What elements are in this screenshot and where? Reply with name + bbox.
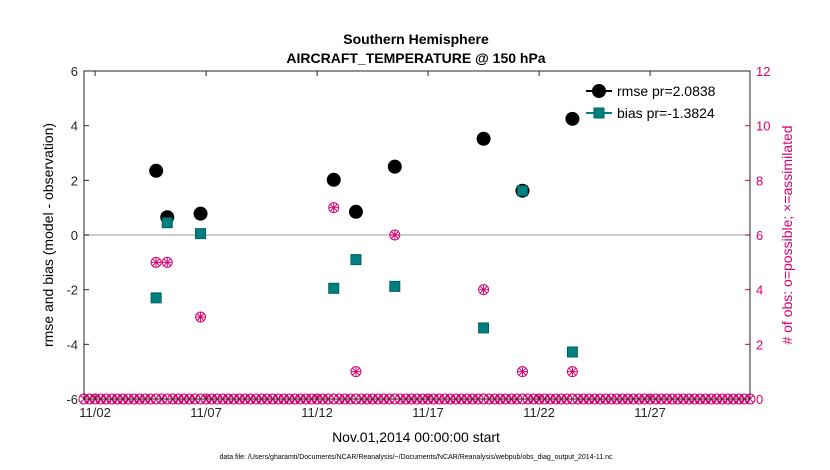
y-tick-label: -2 bbox=[66, 283, 78, 298]
rmse-point bbox=[149, 163, 164, 178]
y-tick-label: 4 bbox=[71, 119, 78, 134]
obs-possible-marker bbox=[150, 256, 162, 268]
legend-box bbox=[583, 78, 745, 126]
y-tick-label: 0 bbox=[71, 228, 78, 243]
obs-possible-marker bbox=[389, 229, 401, 241]
y2-tick-label: 12 bbox=[756, 64, 770, 79]
plot-frame bbox=[83, 70, 751, 400]
bias-point bbox=[150, 292, 162, 304]
rmse-point bbox=[348, 204, 363, 219]
obs-possible-marker bbox=[516, 366, 528, 378]
rmse-point bbox=[476, 131, 491, 146]
chart-subtitle: AIRCRAFT_TEMPERATURE @ 150 hPa bbox=[286, 50, 545, 66]
y-tick-label: -4 bbox=[66, 337, 78, 352]
data-file-footnote: data file: /Users/gharamti/Documents/NCA… bbox=[219, 454, 613, 461]
x-tick-label: 11/12 bbox=[301, 405, 333, 420]
bias-point bbox=[161, 217, 173, 229]
obs-possible-marker bbox=[350, 366, 362, 378]
y-axis-label: rmse and bias (model - observation) bbox=[40, 123, 56, 347]
legend-rmse-marker bbox=[592, 84, 606, 98]
chart-title: Southern Hemisphere bbox=[343, 31, 489, 47]
obs-assimilated-marker bbox=[517, 367, 527, 377]
legend-bias-label: bias pr=-1.3824 bbox=[617, 105, 715, 121]
legend-rmse-label: rmse pr=2.0838 bbox=[617, 83, 716, 99]
obs-possible-marker bbox=[161, 256, 173, 268]
y2-axis-label: # of obs: o=possible; ×=assimilated bbox=[779, 125, 795, 344]
axes-layer: 11/02 11/07 11/12 11/17 11/22 11/27 -6 -4 -2 0 2 4 6… bbox=[66, 64, 770, 420]
bias-point bbox=[566, 346, 578, 358]
x-tick-label: 11/07 bbox=[190, 405, 222, 420]
legend-bias-marker bbox=[593, 107, 605, 119]
x-tick-label: 11/22 bbox=[523, 405, 555, 420]
obs-assimilated-marker bbox=[162, 257, 172, 267]
y-tick-label: 6 bbox=[71, 64, 78, 79]
y2-tick-label: 8 bbox=[756, 173, 763, 188]
obs-assimilated-marker bbox=[567, 367, 577, 377]
obs-assimilated-marker bbox=[390, 230, 400, 240]
y2-tick-label: 2 bbox=[756, 337, 763, 352]
y2-tick-label: 6 bbox=[756, 228, 763, 243]
x-tick-label: 11/02 bbox=[79, 405, 111, 420]
y-tick-label: -6 bbox=[66, 392, 78, 407]
y2-tick-label: 4 bbox=[756, 283, 763, 298]
x-tick-label: 11/17 bbox=[412, 405, 444, 420]
legend: rmse pr=2.0838 bias pr=-1.3824 bbox=[583, 78, 745, 126]
obs-possible-marker bbox=[478, 284, 490, 296]
y2-tick-label: 0 bbox=[756, 392, 763, 407]
obs-possible-marker bbox=[328, 202, 340, 214]
obs-assimilated-marker bbox=[329, 203, 339, 213]
bias-point bbox=[195, 228, 207, 240]
bias-point bbox=[478, 322, 490, 334]
y2-tick-label: 10 bbox=[756, 119, 770, 134]
x-axis-label: Nov.01,2014 00:00:00 start bbox=[332, 429, 500, 445]
bias-point bbox=[516, 185, 528, 197]
obs-assimilated-marker bbox=[151, 257, 161, 267]
obs-assimilated-marker bbox=[351, 367, 361, 377]
bias-point bbox=[328, 282, 340, 294]
rmse-point bbox=[326, 172, 341, 187]
obs-assimilated-marker bbox=[479, 285, 489, 295]
bias-point bbox=[350, 254, 362, 266]
obs-possible-marker bbox=[566, 366, 578, 378]
rmse-point bbox=[193, 206, 208, 221]
obs-possible-marker bbox=[195, 311, 207, 323]
bias-point bbox=[389, 280, 401, 292]
rmse-point bbox=[387, 159, 402, 174]
y-tick-label: 2 bbox=[71, 173, 78, 188]
x-tick-label: 11/27 bbox=[634, 405, 666, 420]
obs-assimilated-marker bbox=[196, 312, 206, 322]
rmse-point bbox=[565, 111, 580, 126]
